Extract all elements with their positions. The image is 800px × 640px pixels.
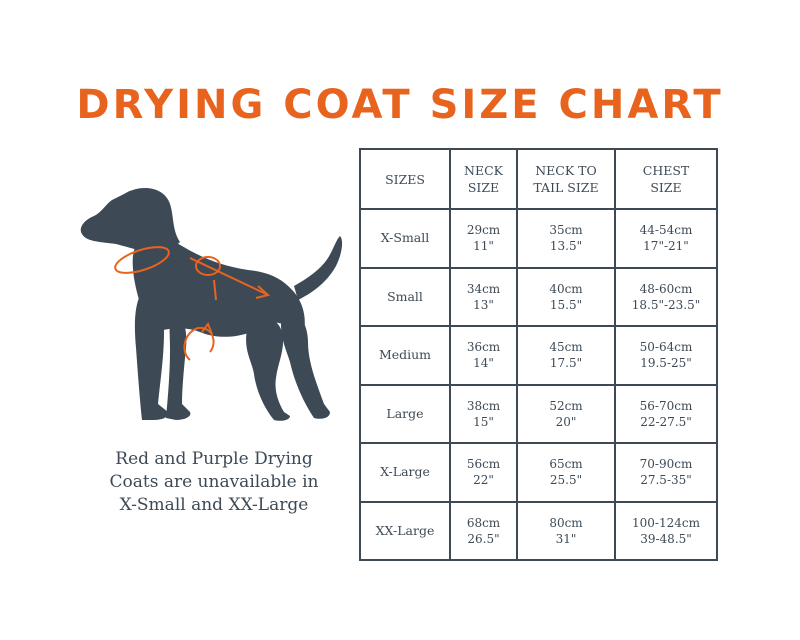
neck-cell: 56cm 22" — [449, 442, 518, 503]
dog-silhouette-icon — [80, 188, 343, 421]
neck-to-tail-cell: 45cm 17.5" — [516, 325, 616, 386]
header-sizes: SIZES — [359, 148, 451, 210]
chest-cell: 70-90cm 27.5-35" — [614, 442, 718, 503]
table-row: Large 38cm 15" 52cm 20" 56-70cm 22-27.5" — [359, 383, 718, 444]
table-row: Small 34cm 13" 40cm 15.5" 48-60cm 18.5"-23.… — [359, 266, 718, 327]
chest-cell: 48-60cm 18.5"-23.5" — [614, 266, 718, 327]
neck-cell: 68cm 26.5" — [449, 500, 518, 561]
table-row: Medium 36cm 14" 45cm 17.5" 50-64cm 19.5-25" — [359, 325, 718, 386]
dog-illustration — [72, 182, 352, 432]
availability-note-line: Coats are unavailable in — [109, 472, 319, 492]
table-header-row: SIZES NECK SIZE NECK TO TAIL SIZE CHEST SIZ… — [359, 148, 718, 210]
header-neck-to-tail-size: NECK TO TAIL SIZE — [516, 148, 616, 210]
header-neck-size: NECK SIZE — [449, 148, 518, 210]
neck-to-tail-cell: 40cm 15.5" — [516, 266, 616, 327]
neck-to-tail-cell: 52cm 20" — [516, 383, 616, 444]
neck-cell: 38cm 15" — [449, 383, 518, 444]
size-cell: X-Large — [359, 442, 451, 503]
page-title: DRYING COAT SIZE CHART — [76, 82, 724, 128]
chest-cell: 100-124cm 39-48.5" — [614, 500, 718, 561]
table-row: X-Small 29cm 11" 35cm 13.5" 44-54cm 17"-21" — [359, 208, 718, 269]
table-row: XX-Large 68cm 26.5" 80cm 31" 100-124cm 39-4… — [359, 500, 718, 561]
size-table: SIZES NECK SIZE NECK TO TAIL SIZE CHEST SIZ… — [359, 148, 718, 561]
availability-note: Red and Purple Drying Coats are unavaila… — [80, 448, 348, 517]
chest-cell: 56-70cm 22-27.5" — [614, 383, 718, 444]
size-cell: XX-Large — [359, 500, 451, 561]
table-row: X-Large 56cm 22" 65cm 25.5" 70-90cm 27.5-35… — [359, 442, 718, 503]
neck-to-tail-cell: 65cm 25.5" — [516, 442, 616, 503]
availability-note-line: Red and Purple Drying — [115, 449, 313, 469]
neck-to-tail-cell: 80cm 31" — [516, 500, 616, 561]
size-cell: Medium — [359, 325, 451, 386]
neck-cell: 34cm 13" — [449, 266, 518, 327]
size-cell: Large — [359, 383, 451, 444]
neck-cell: 29cm 11" — [449, 208, 518, 269]
size-cell: X-Small — [359, 208, 451, 269]
neck-to-tail-cell: 35cm 13.5" — [516, 208, 616, 269]
availability-note-line: X-Small and XX-Large — [119, 495, 309, 515]
header-chest-size: CHEST SIZE — [614, 148, 718, 210]
chest-cell: 44-54cm 17"-21" — [614, 208, 718, 269]
size-cell: Small — [359, 266, 451, 327]
chest-cell: 50-64cm 19.5-25" — [614, 325, 718, 386]
neck-cell: 36cm 14" — [449, 325, 518, 386]
measurement-arrows — [114, 246, 271, 361]
